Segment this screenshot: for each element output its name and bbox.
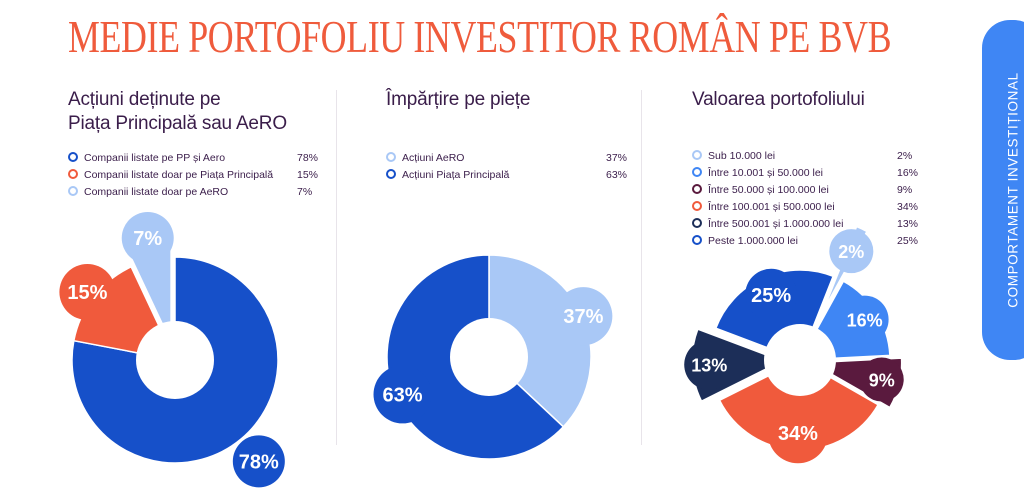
legend-item: Între 500.001 și 1.000.000 lei 13%	[692, 216, 920, 233]
legend-item: Companii listate pe PP și Aero 78%	[68, 150, 320, 167]
legend-label: Sub 10.000 lei	[708, 150, 776, 162]
portfolio-value-title-line: Valoarea portofoliului	[692, 89, 865, 110]
holdings-title-line: Piața Principală sau AeRO	[68, 113, 287, 134]
holdings-panel: Acțiuni deținute pe Piața Principală sau…	[68, 88, 287, 136]
legend-label: Companii listate doar pe AeRO	[84, 186, 229, 198]
legend-marker	[68, 186, 78, 196]
slice-label-badge	[232, 435, 285, 488]
legend-marker	[692, 184, 702, 194]
legend-label: Companii listate pe PP și Aero	[84, 152, 226, 164]
legend-item: Companii listate doar pe Piața Principal…	[68, 167, 320, 184]
legend-item: Acțiuni Piața Principală 63%	[386, 167, 628, 184]
slice-label: 16%	[847, 311, 883, 331]
donut-chart: 2% 16% 9% 34% 13% 25%	[684, 225, 904, 464]
holdings-legend: Companii listate pe PP și Aero 78% Compa…	[68, 150, 320, 201]
legend-marker	[692, 201, 702, 211]
slice-label: 15%	[67, 282, 107, 304]
legend-item: Companii listate doar pe AeRO 7%	[68, 184, 320, 201]
legend-value: 16%	[897, 167, 919, 179]
slice-label-badge	[554, 287, 613, 346]
legend-marker	[386, 152, 396, 162]
side-tab[interactable]	[982, 20, 1024, 360]
legend-label: Între 50.000 și 100.000 lei	[708, 184, 829, 196]
markets-legend: Acțiuni AeRO 37% Acțiuni Piața Principal…	[386, 150, 628, 184]
legend-value: 7%	[297, 186, 313, 198]
legend-value: 13%	[897, 218, 919, 230]
slice-label-badge	[767, 403, 828, 464]
legend-item: Între 10.001 și 50.000 lei 16%	[692, 165, 920, 182]
legend-marker	[692, 235, 702, 245]
markets-panel: Împărțire pe piețe	[386, 88, 530, 112]
slice-label: 9%	[869, 370, 895, 390]
legend-label: Între 500.001 și 1.000.000 lei	[708, 218, 844, 230]
legend-item: Sub 10.000 lei 2%	[692, 148, 920, 165]
legend-item: Între 100.001 și 500.000 lei 34%	[692, 199, 920, 216]
donut-hole	[764, 324, 836, 396]
legend-marker	[68, 169, 78, 179]
slice-label: 63%	[382, 384, 422, 406]
page-title: MEDIE PORTOFOLIU INVESTITOR ROMÂN PE BVB	[68, 11, 892, 62]
slice-label-badge	[59, 264, 116, 321]
legend-label: Între 100.001 și 500.000 lei	[708, 201, 835, 213]
slice-label-badge	[121, 212, 174, 265]
donut-chart: 78% 15% 7%	[59, 212, 285, 488]
slice-label: 13%	[691, 356, 727, 376]
holdings-chart-title: Acțiuni deținute pe Piața Principală sau…	[68, 88, 287, 136]
slice-label: 2%	[838, 242, 864, 262]
legend-value: 9%	[897, 184, 913, 196]
legend-marker	[692, 218, 702, 228]
holdings-title-line: Acțiuni deținute pe	[68, 89, 221, 110]
legend-value: 34%	[897, 201, 919, 213]
legend-value: 15%	[297, 169, 319, 181]
legend-label: Între 10.001 și 50.000 lei	[708, 167, 823, 179]
donut-chart: 37% 63%	[373, 254, 613, 460]
legend-marker	[386, 169, 396, 179]
slice-label: 78%	[239, 451, 279, 473]
slice-label-badge	[829, 229, 874, 274]
slice-label: 7%	[133, 228, 162, 250]
legend-marker	[692, 150, 702, 160]
slice-label-badge	[859, 357, 904, 402]
legend-label: Peste 1.000.000 lei	[708, 235, 798, 247]
slice-label-badge	[840, 295, 889, 344]
legend-value: 37%	[606, 152, 628, 164]
slice-label: 37%	[563, 306, 603, 328]
legend-value: 63%	[606, 169, 628, 181]
slice-label-badge	[373, 365, 432, 424]
legend-value: 78%	[297, 152, 319, 164]
legend-item: Peste 1.000.000 lei 25%	[692, 233, 920, 250]
legend-marker	[68, 152, 78, 162]
markets-chart-title: Împărțire pe piețe	[386, 88, 530, 112]
legend-item: Între 50.000 și 100.000 lei 9%	[692, 182, 920, 199]
donut-hole	[136, 321, 214, 399]
slice-label-badge	[684, 339, 735, 390]
slice-label: 25%	[751, 285, 791, 307]
donut-hole	[450, 318, 528, 396]
slice-label-badge	[745, 268, 798, 321]
panel-divider	[336, 90, 337, 445]
legend-marker	[692, 167, 702, 177]
portfolio-value-legend: Sub 10.000 lei 2% Între 10.001 și 50.000…	[692, 148, 920, 250]
portfolio-value-chart-title: Valoarea portofoliului	[692, 88, 865, 112]
panel-divider	[641, 90, 642, 445]
portfolio-value-panel: Valoarea portofoliului	[692, 88, 865, 112]
legend-label: Acțiuni Piața Principală	[402, 169, 510, 181]
legend-label: Companii listate doar pe Piața Principal…	[84, 169, 274, 181]
markets-title-line: Împărțire pe piețe	[386, 89, 531, 110]
legend-item: Acțiuni AeRO 37%	[386, 150, 628, 167]
slice-label: 34%	[778, 423, 818, 445]
legend-value: 2%	[897, 150, 913, 162]
legend-value: 25%	[897, 235, 919, 247]
side-tab-label: COMPORTAMENT INVESTIȚIONAL	[1005, 72, 1021, 308]
legend-label: Acțiuni AeRO	[402, 152, 465, 164]
